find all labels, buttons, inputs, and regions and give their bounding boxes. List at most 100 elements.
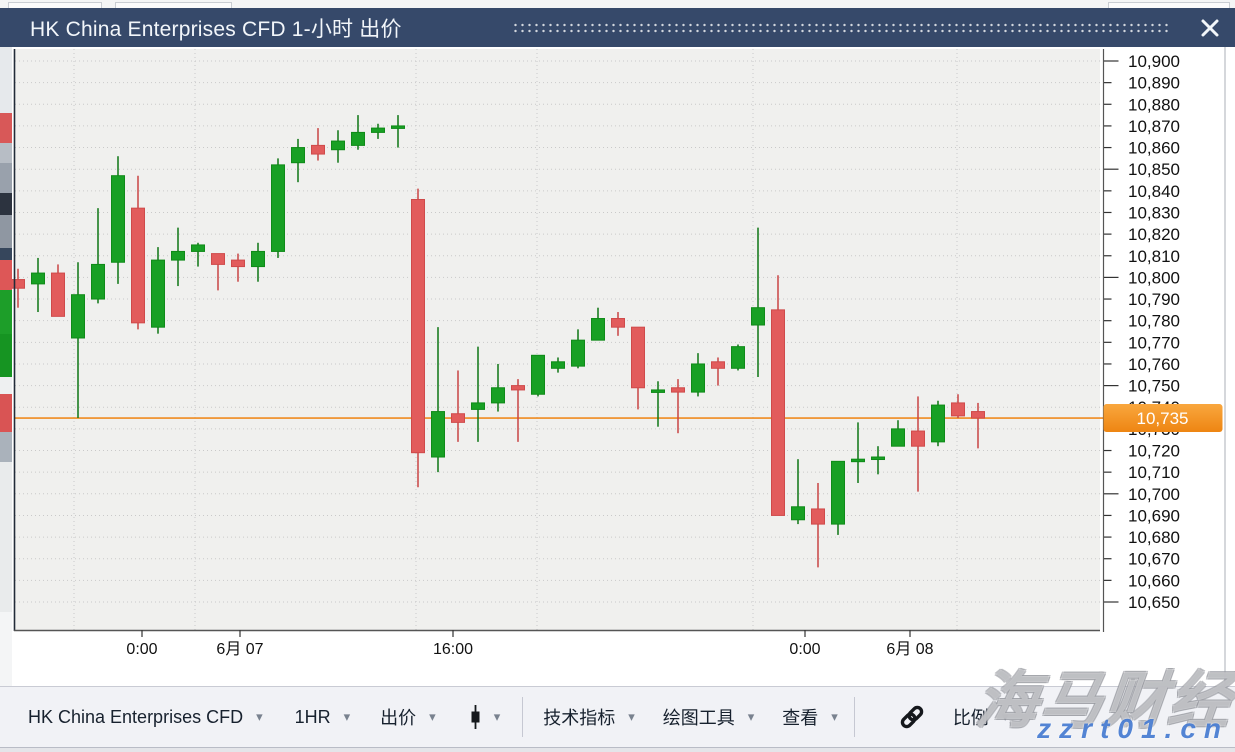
drawing-tools-label: 绘图工具 [662,708,735,728]
y-axis-label: 10,670 [1128,550,1180,569]
candle-body [771,309,785,516]
candle-body [871,456,885,461]
candle-body [791,506,805,521]
candle-body [391,125,405,129]
candle-body [951,402,965,417]
candle-body [751,307,765,326]
candle-body [71,294,85,339]
timeframe-dropdown[interactable]: 1HR ▾ [295,707,351,728]
y-axis-label: 10,660 [1128,571,1180,590]
background-candle-fragment [0,47,12,113]
y-axis-label: 10,690 [1128,506,1180,525]
indicators-label: 技术指标 [543,708,616,728]
y-axis-label: 10,900 [1128,52,1180,71]
candle-body [91,263,105,300]
view-label: 查看 [782,708,819,728]
candle-body [431,411,445,458]
chart-toolbar: HK China Enterprises CFD ▾ 1HR ▾ 出价 ▾ ▾ … [0,686,1235,748]
candle-body [811,508,825,525]
background-candle-fragment [0,290,12,334]
candle-body [931,404,945,443]
window-bottom-edge [0,748,1235,752]
candle-body [611,318,625,328]
candle-body [671,387,685,393]
background-candle-fragment [0,215,12,248]
window-title: HK China Enterprises CFD 1-小时 出价 [30,17,402,41]
x-axis-label: 16:00 [433,641,473,658]
x-axis-label: 6月 07 [216,641,263,658]
candle-body [131,207,145,324]
candlestick-chart-type-icon [471,705,480,729]
background-tab [115,2,232,9]
y-axis-label: 10,780 [1128,312,1180,331]
chevron-down-icon: ▾ [256,709,263,725]
candle-body [651,389,665,393]
candle-body [571,339,585,367]
background-window-left-edge [0,47,12,752]
title-bar[interactable]: HK China Enterprises CFD 1-小时 出价 [0,8,1235,47]
drag-handle-dots[interactable] [512,22,1168,35]
x-axis-label: 0:00 [789,641,820,658]
candle-body [971,411,985,419]
candle-body [31,272,45,285]
candle-body [511,385,525,391]
background-candle-fragment [0,143,12,163]
background-candle-fragment [0,193,12,215]
background-candle-fragment [0,260,12,290]
chevron-down-icon: ▾ [429,709,436,725]
current-price-label [1103,404,1223,433]
price-type-label: 出价 [380,708,417,728]
background-candle-fragment [0,248,12,260]
candle-body [731,346,745,369]
y-axis-label: 10,840 [1128,182,1180,201]
candle-body [251,250,265,268]
y-axis-label: 10,830 [1128,203,1180,222]
candle-body [631,326,645,389]
instrument-dropdown[interactable]: HK China Enterprises CFD ▾ [28,707,263,728]
candle-body [411,198,425,454]
y-axis-label: 10,760 [1128,355,1180,374]
plot-area[interactable] [14,49,1100,630]
chart-type-dropdown[interactable]: ▾ [470,705,500,729]
y-axis-label: 10,890 [1128,74,1180,93]
candle-body [231,259,245,268]
x-axis-label: 6月 08 [886,641,933,658]
view-dropdown[interactable]: 查看 ▾ [782,704,838,730]
background-candle-fragment [0,462,12,612]
candle-body [51,272,65,317]
background-tab [1108,2,1230,9]
y-axis-label: 10,870 [1128,117,1180,136]
candle-body [351,131,365,146]
price-type-dropdown[interactable]: 出价 ▾ [380,704,436,730]
current-price-text: 10,735 [1137,409,1189,428]
background-candle-fragment [0,113,12,143]
y-axis-label: 10,680 [1128,528,1180,547]
chevron-down-icon: ▾ [747,709,755,725]
y-axis-label: 10,720 [1128,442,1180,461]
background-candle-fragment [0,394,12,432]
candle-body [451,413,465,423]
y-axis-label: 10,700 [1128,485,1180,504]
candle-body [531,354,545,395]
drawing-tools-dropdown[interactable]: 绘图工具 ▾ [663,704,755,730]
chevron-down-icon: ▾ [628,709,635,725]
window-right-border [1224,47,1226,752]
candle-body [471,402,485,410]
indicators-dropdown[interactable]: 技术指标 ▾ [543,704,635,730]
chevron-down-icon: ▾ [1001,709,1009,725]
y-axis-label: 10,850 [1128,160,1180,179]
y-axis-label: 10,810 [1128,247,1180,266]
candle-body [11,279,25,289]
scale-dropdown[interactable]: 比例 ▾ [953,704,1009,730]
candle-body [491,387,505,404]
close-button[interactable] [1199,17,1221,39]
background-candle-fragment [0,432,12,462]
candle-body [711,361,725,369]
candle-body [891,428,905,447]
y-axis-label: 10,650 [1128,593,1180,612]
link-charts-button[interactable] [897,702,927,732]
y-axis-label: 10,790 [1128,290,1180,309]
chevron-down-icon: ▾ [343,709,351,725]
scale-label: 比例 [952,708,989,728]
